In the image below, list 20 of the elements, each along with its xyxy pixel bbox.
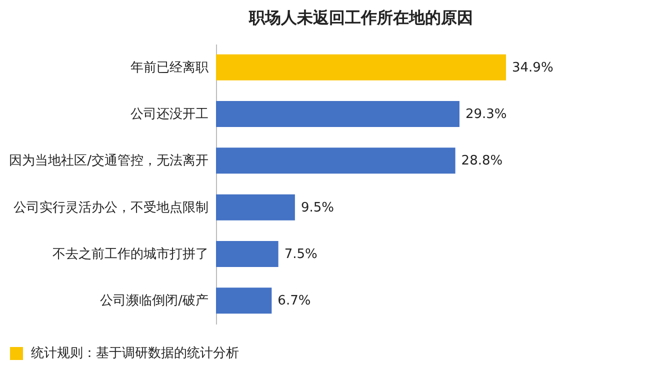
bar: [216, 54, 506, 80]
bar: [216, 288, 272, 314]
y-tick-label: 公司濒临倒闭/破产: [100, 294, 208, 309]
data-label: 7.5%: [284, 247, 318, 262]
bar: [216, 148, 456, 174]
y-tick-label: 公司还没开工: [130, 107, 208, 122]
bar: [216, 101, 460, 127]
bar: [216, 194, 295, 220]
y-tick-label: 公司实行灵活办公，不受地点限制: [14, 200, 208, 216]
chart-title: 职场人未返回工作所在地的原因: [248, 8, 473, 27]
data-label: 34.9%: [512, 60, 554, 76]
text: 统计规则：基于调研数据的统计分析: [31, 345, 239, 362]
y-tick-label: 年前已经离职: [130, 59, 208, 76]
y-tick-label: 不去之前工作的城市打拼了: [52, 247, 208, 262]
y-tick-label: 因为当地社区/交通管控，无法离开: [9, 152, 208, 169]
data-label: 9.5%: [300, 200, 334, 216]
data-label: 29.3%: [465, 107, 507, 122]
bar: [216, 241, 278, 267]
data-label: 28.8%: [461, 154, 503, 169]
data-label: 6.7%: [278, 294, 311, 309]
